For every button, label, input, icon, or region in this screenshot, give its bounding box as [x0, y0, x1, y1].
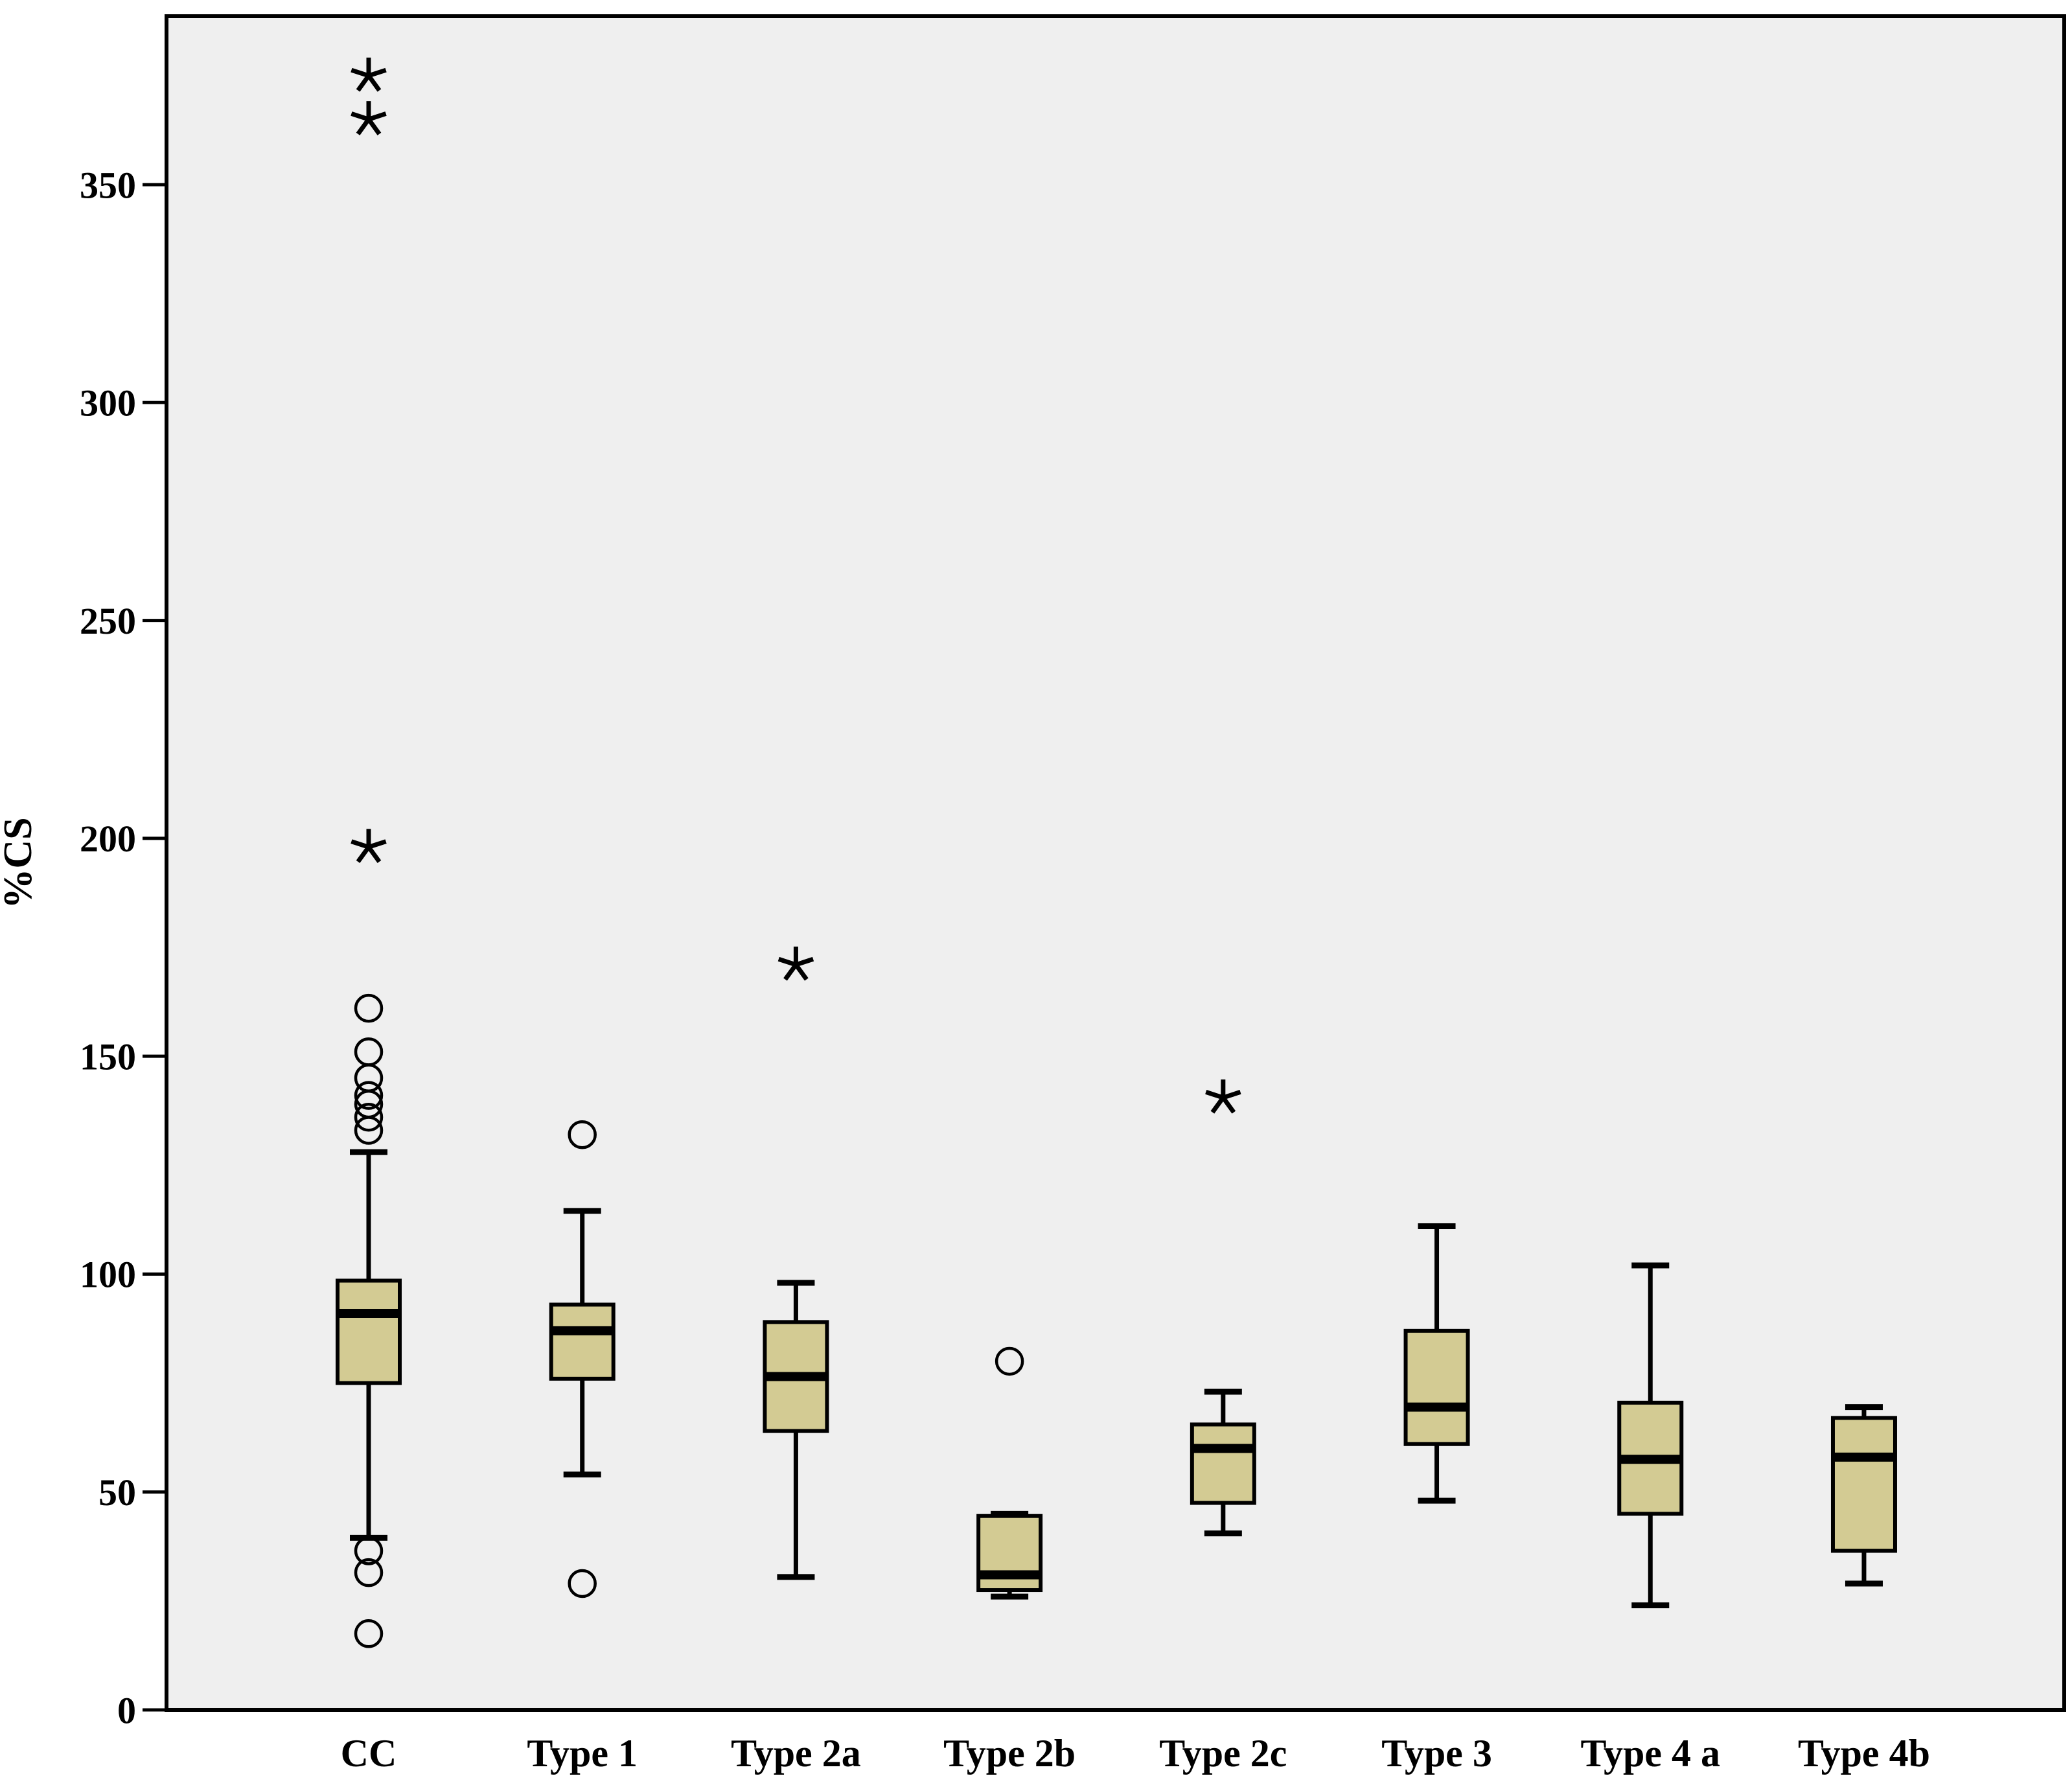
y-tick-label: 50 — [98, 1471, 136, 1514]
star-arm — [1221, 1096, 1236, 1114]
star-arm — [367, 118, 382, 135]
box-group-type-2a: Type 2a — [731, 946, 861, 1775]
star-arm — [351, 67, 370, 78]
star-arm — [367, 111, 387, 122]
box-group-type-2b: Type 2b — [943, 1346, 1076, 1775]
iqr-box — [1190, 1422, 1256, 1505]
star-arm — [356, 74, 371, 92]
star-arm — [1222, 1090, 1241, 1100]
star-arm — [351, 111, 370, 122]
star-arm — [1210, 1096, 1225, 1114]
y-tick-label: 300 — [80, 382, 136, 424]
box-group-type-2c: Type 2c — [1159, 1079, 1287, 1775]
star-arm — [367, 839, 387, 849]
x-category-label: Type 2b — [943, 1732, 1076, 1775]
outlier-marker — [354, 1116, 384, 1145]
star-arm — [783, 963, 798, 981]
box-group-type-1: Type 1 — [527, 1120, 638, 1775]
y-tick-label: 0 — [117, 1689, 136, 1731]
outlier-marker — [354, 1536, 384, 1565]
y-tick-label: 350 — [80, 164, 136, 206]
star-arm — [367, 74, 382, 92]
outlier-marker — [995, 1346, 1024, 1376]
x-category-label: CC — [341, 1732, 397, 1775]
outlier-marker — [354, 1619, 384, 1648]
star-arm — [367, 67, 387, 78]
extreme-outlier-marker — [351, 829, 387, 864]
outlier-marker — [568, 1569, 597, 1598]
iqr-box — [336, 1278, 402, 1385]
outlier-marker — [568, 1120, 597, 1149]
box-group-type-4-a: Type 4 a — [1580, 1262, 1720, 1775]
extreme-outlier-marker — [351, 101, 387, 135]
y-tick-label: 250 — [80, 600, 136, 642]
outlier-marker — [354, 1081, 384, 1110]
x-category-label: Type 1 — [527, 1732, 638, 1775]
x-category-label: Type 4 a — [1580, 1732, 1720, 1775]
outlier-marker — [354, 1103, 384, 1132]
star-arm — [795, 956, 814, 967]
iqr-box — [549, 1302, 616, 1381]
star-arm — [356, 846, 371, 864]
star-arm — [356, 118, 371, 135]
x-category-label: Type 3 — [1381, 1732, 1492, 1775]
star-arm — [794, 963, 809, 981]
iqr-box — [1403, 1328, 1470, 1446]
extreme-outlier-marker — [1205, 1079, 1241, 1114]
x-category-label: Type 2a — [731, 1732, 861, 1775]
star-arm — [351, 839, 370, 849]
y-tick-label: 100 — [80, 1254, 136, 1296]
y-tick-label: 150 — [80, 1035, 136, 1078]
y-tick-label: 200 — [80, 818, 136, 860]
plot-frame — [165, 14, 2066, 1712]
iqr-box — [1830, 1416, 1897, 1553]
outlier-marker — [354, 993, 384, 1023]
y-axis-title: %CS — [0, 817, 40, 908]
star-arm — [367, 846, 382, 864]
box-group-cc: CC — [336, 57, 402, 1775]
extreme-outlier-marker — [351, 57, 387, 92]
box-group-type-4b: Type 4b — [1798, 1404, 1930, 1775]
outlier-marker — [354, 1558, 384, 1587]
plot-area — [167, 16, 2064, 1710]
star-arm — [777, 956, 797, 967]
x-category-label: Type 2c — [1159, 1732, 1287, 1775]
star-arm — [1205, 1090, 1224, 1100]
extreme-outlier-marker — [777, 946, 814, 981]
x-category-label: Type 4b — [1798, 1732, 1930, 1775]
box-group-type-3: Type 3 — [1381, 1223, 1492, 1775]
